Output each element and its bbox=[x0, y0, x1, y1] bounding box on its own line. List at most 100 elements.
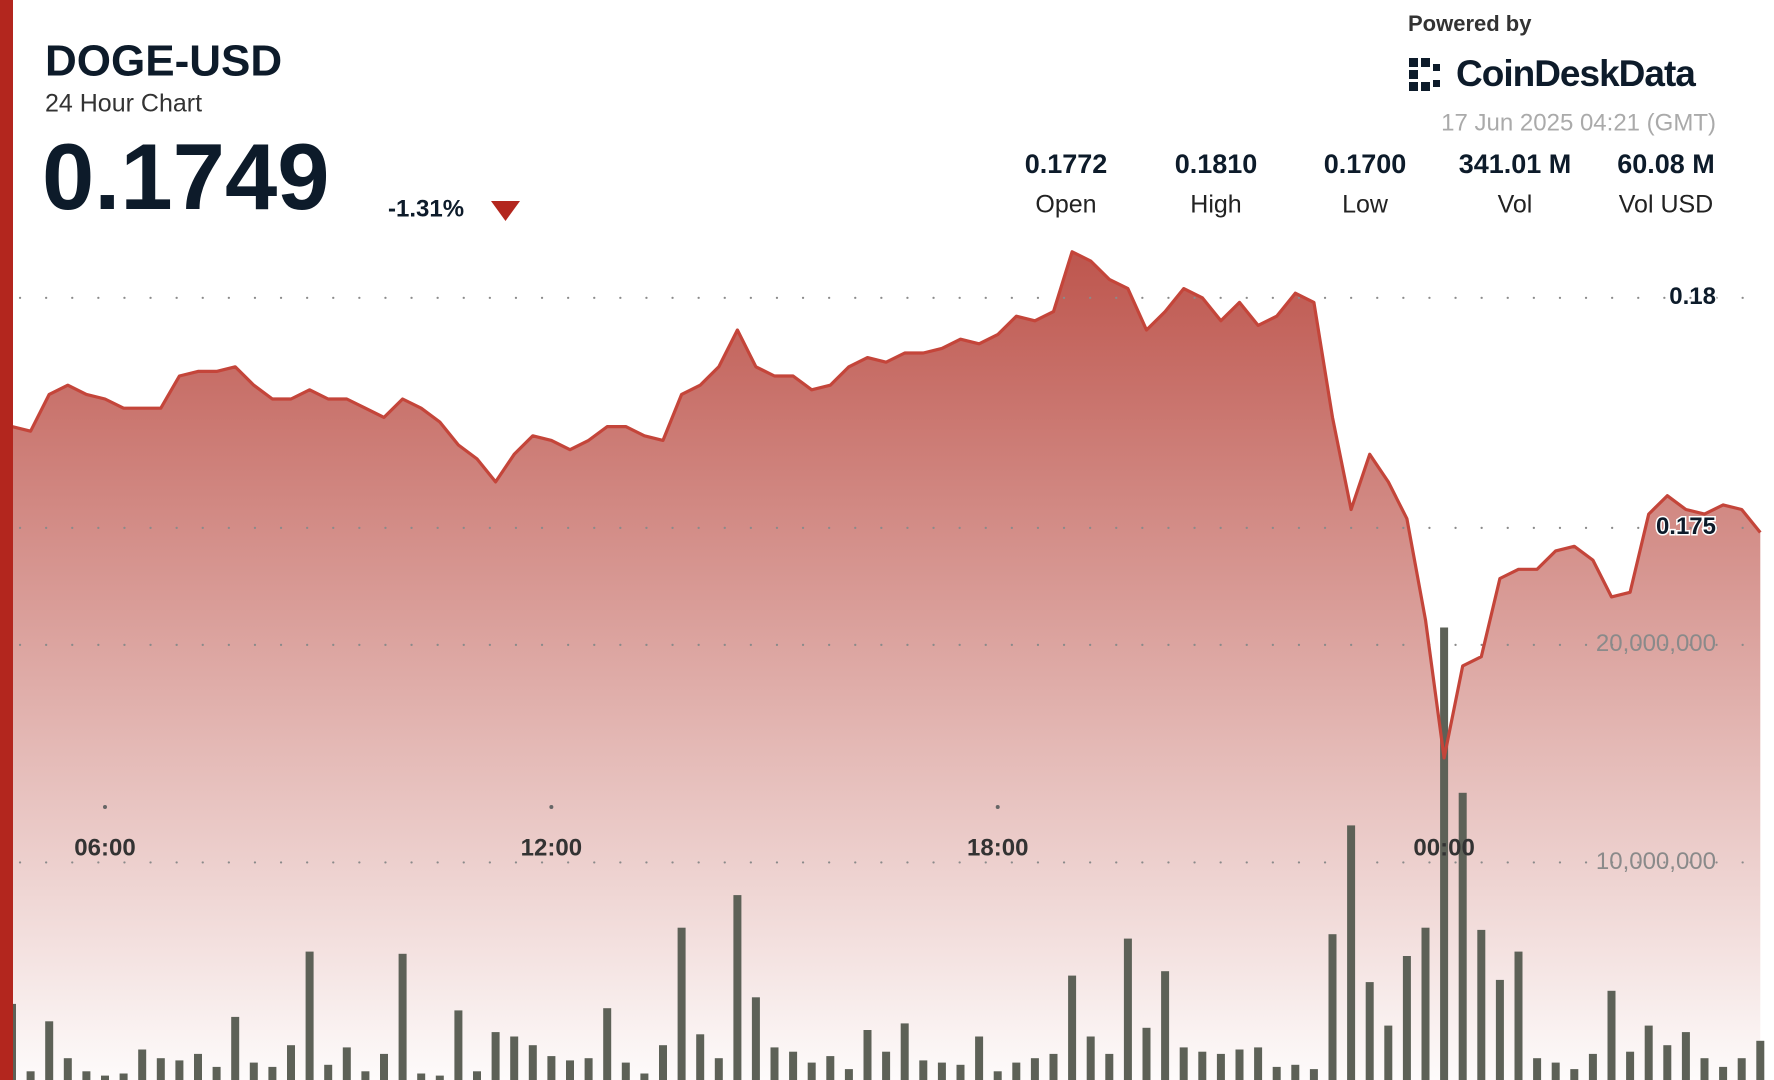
powered-by: Powered by bbox=[1408, 11, 1532, 36]
volume-bar bbox=[1105, 1053, 1114, 1080]
volume-bar bbox=[826, 1056, 835, 1080]
volume-bar bbox=[1384, 1025, 1393, 1080]
volume-bar bbox=[1700, 1058, 1709, 1080]
volume-bar bbox=[919, 1060, 928, 1080]
volume-bar bbox=[659, 1045, 667, 1080]
stat-label: Vol bbox=[1498, 191, 1533, 219]
volume-bar bbox=[1328, 934, 1337, 1080]
volume-bar bbox=[528, 1045, 537, 1080]
volume-bar bbox=[1551, 1062, 1560, 1080]
volume-bar bbox=[807, 1062, 816, 1080]
volume-bar bbox=[1291, 1064, 1300, 1080]
volume-bar bbox=[844, 1069, 853, 1080]
stat-value: 0.1810 bbox=[1175, 149, 1258, 179]
volume-bars bbox=[8, 627, 1765, 1080]
volume-bar bbox=[1607, 990, 1616, 1080]
volume-bar bbox=[138, 1049, 147, 1080]
volume-bar bbox=[1588, 1053, 1597, 1080]
volume-bar bbox=[1347, 825, 1356, 1080]
volume-bar bbox=[1626, 1051, 1635, 1080]
stat-label: Vol USD bbox=[1619, 191, 1713, 219]
volume-bar bbox=[1198, 1051, 1207, 1080]
x-tick-mark bbox=[102, 805, 107, 809]
volume-bar bbox=[1086, 1036, 1095, 1080]
volume-bar bbox=[547, 1056, 556, 1080]
volume-bar bbox=[1719, 1066, 1728, 1080]
volume-bar bbox=[1309, 1069, 1318, 1080]
stat-label: Open bbox=[1035, 191, 1096, 219]
volume-bar bbox=[1458, 792, 1467, 1080]
volume-bar bbox=[1049, 1053, 1058, 1080]
volume-bar bbox=[863, 1030, 872, 1080]
volume-bar bbox=[1440, 627, 1449, 1080]
volume-bar bbox=[621, 1062, 630, 1080]
volume-bar bbox=[1068, 975, 1077, 1080]
down-arrow bbox=[491, 201, 520, 221]
volume-bar bbox=[435, 1075, 444, 1080]
volume-bar bbox=[640, 1073, 649, 1080]
plot-area: 0.18 0.175 20,000,000 10,000,000 06:00 12:00 1… bbox=[8, 250, 1766, 1080]
x-tick-label: 06:00 bbox=[74, 834, 135, 861]
y2-tick-label: 20,000,000 bbox=[1596, 630, 1716, 657]
volume-bar bbox=[937, 1062, 946, 1080]
volume-bar bbox=[733, 895, 742, 1080]
volume-bar bbox=[1681, 1032, 1690, 1080]
stat-value: 60.08 M bbox=[1617, 149, 1715, 179]
volume-bar bbox=[1533, 1058, 1542, 1080]
volume-bar bbox=[194, 1053, 202, 1080]
volume-bar bbox=[231, 1016, 240, 1080]
price: 0.1749 bbox=[42, 124, 330, 229]
price-line-layer bbox=[11, 250, 1762, 760]
volume-bar bbox=[900, 1023, 909, 1080]
volume-bar bbox=[1216, 1053, 1225, 1080]
volume-bar bbox=[584, 1058, 593, 1080]
volume-bar bbox=[398, 953, 407, 1080]
timestamp: 17 Jun 2025 04:21 (GMT) bbox=[1441, 109, 1716, 136]
volume-bar bbox=[1235, 1049, 1244, 1080]
volume-bar bbox=[156, 1058, 165, 1080]
volume-bar bbox=[1421, 927, 1430, 1080]
volume-bar bbox=[268, 1066, 277, 1080]
volume-bar bbox=[454, 1010, 463, 1080]
volume-bar bbox=[63, 1058, 72, 1080]
volume-bar bbox=[770, 1047, 779, 1080]
volume-bar bbox=[1179, 1047, 1188, 1080]
y2-tick-label: 10,000,000 bbox=[1596, 848, 1716, 875]
volume-bar bbox=[380, 1053, 388, 1080]
y-tick-label: 0.18 bbox=[1669, 283, 1716, 310]
volume-bar bbox=[1495, 979, 1504, 1080]
x-tick-mark bbox=[995, 805, 1000, 809]
volume-bar bbox=[249, 1062, 258, 1080]
volume-bar bbox=[751, 997, 760, 1080]
subtitle: 24 Hour Chart bbox=[45, 90, 202, 118]
stat-value: 0.1772 bbox=[1025, 149, 1108, 179]
change: -1.31% bbox=[388, 195, 464, 222]
volume-bar bbox=[714, 1058, 723, 1080]
volume-bar bbox=[1737, 1058, 1746, 1080]
volume-bar bbox=[119, 1073, 128, 1080]
y-tick-label: 0.175 bbox=[1656, 513, 1716, 540]
volume-bar bbox=[1123, 938, 1132, 1080]
volume-bar bbox=[305, 951, 314, 1080]
volume-bar bbox=[1477, 929, 1486, 1080]
symbol: DOGE-USD bbox=[45, 37, 282, 86]
volume-bar bbox=[677, 927, 686, 1080]
volume-bar bbox=[473, 1071, 481, 1080]
volume-bar bbox=[1644, 1025, 1653, 1080]
volume-bar bbox=[566, 1060, 574, 1080]
x-tick-label: 00:00 bbox=[1413, 834, 1474, 861]
volume-bar bbox=[1756, 1040, 1765, 1080]
volume-bar bbox=[101, 1075, 109, 1080]
stat-label: Low bbox=[1342, 191, 1389, 219]
volume-bar bbox=[324, 1064, 333, 1080]
volume-bar bbox=[45, 1021, 54, 1080]
x-tick-label: 18:00 bbox=[967, 834, 1028, 861]
volume-bar bbox=[789, 1051, 798, 1080]
volume-bar bbox=[175, 1060, 184, 1080]
x-tick-label: 12:00 bbox=[521, 834, 582, 861]
volume-bar bbox=[491, 1032, 500, 1080]
volume-bar bbox=[1402, 956, 1411, 1080]
price-area bbox=[12, 251, 1761, 1080]
